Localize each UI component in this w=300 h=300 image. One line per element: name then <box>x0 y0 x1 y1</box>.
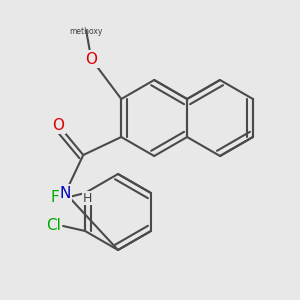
Text: Cl: Cl <box>46 218 61 233</box>
Text: N: N <box>60 185 71 200</box>
Text: F: F <box>51 190 59 206</box>
Text: H: H <box>82 191 92 205</box>
Text: O: O <box>52 118 64 133</box>
Text: O: O <box>85 52 97 67</box>
Text: methoxy: methoxy <box>70 26 103 35</box>
